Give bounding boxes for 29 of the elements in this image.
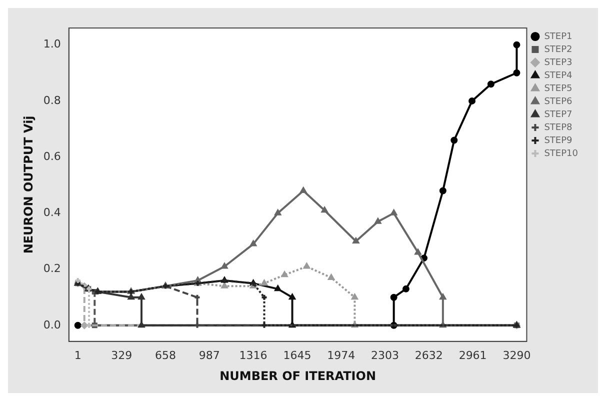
- legend-label: STEP6: [544, 96, 573, 107]
- x-tick-label: 3290: [502, 348, 531, 362]
- x-tick-label: 658: [155, 348, 176, 362]
- x-axis-title: NUMBER OF ITERATION: [220, 368, 376, 383]
- y-axis-title: NEURON OUTPUT Vij: [21, 116, 36, 254]
- legend-label: STEP3: [544, 58, 572, 68]
- x-tick-label: 1645: [283, 348, 312, 362]
- legend-label: STEP5: [544, 84, 572, 94]
- x-tick-label: 2303: [371, 348, 400, 362]
- y-tick-label: 1.0: [43, 38, 61, 51]
- x-tick-label: 987: [198, 348, 220, 362]
- legend-label: STEP2: [544, 44, 572, 55]
- y-tick-label: 0.8: [43, 94, 61, 107]
- x-tick-label: 329: [111, 348, 132, 362]
- legend-label: STEP1: [544, 32, 572, 42]
- legend-label: STEP10: [544, 148, 578, 159]
- y-tick-label: 0.4: [43, 206, 61, 220]
- y-tick-label: 0.6: [43, 150, 61, 163]
- x-tick-label: 2961: [458, 348, 487, 362]
- x-tick-label: 1974: [327, 348, 356, 362]
- legend-label: STEP8: [544, 122, 573, 133]
- legend-label: STEP7: [544, 110, 572, 120]
- y-tick-label: 0.2: [43, 262, 61, 276]
- x-tick-label: 2632: [414, 348, 443, 362]
- legend-label: STEP4: [544, 70, 573, 81]
- x-tick-label: 1316: [239, 348, 268, 362]
- x-tick-label: 1: [74, 348, 82, 362]
- legend-label: STEP9: [544, 136, 573, 146]
- y-tick-label: 0.0: [43, 318, 61, 332]
